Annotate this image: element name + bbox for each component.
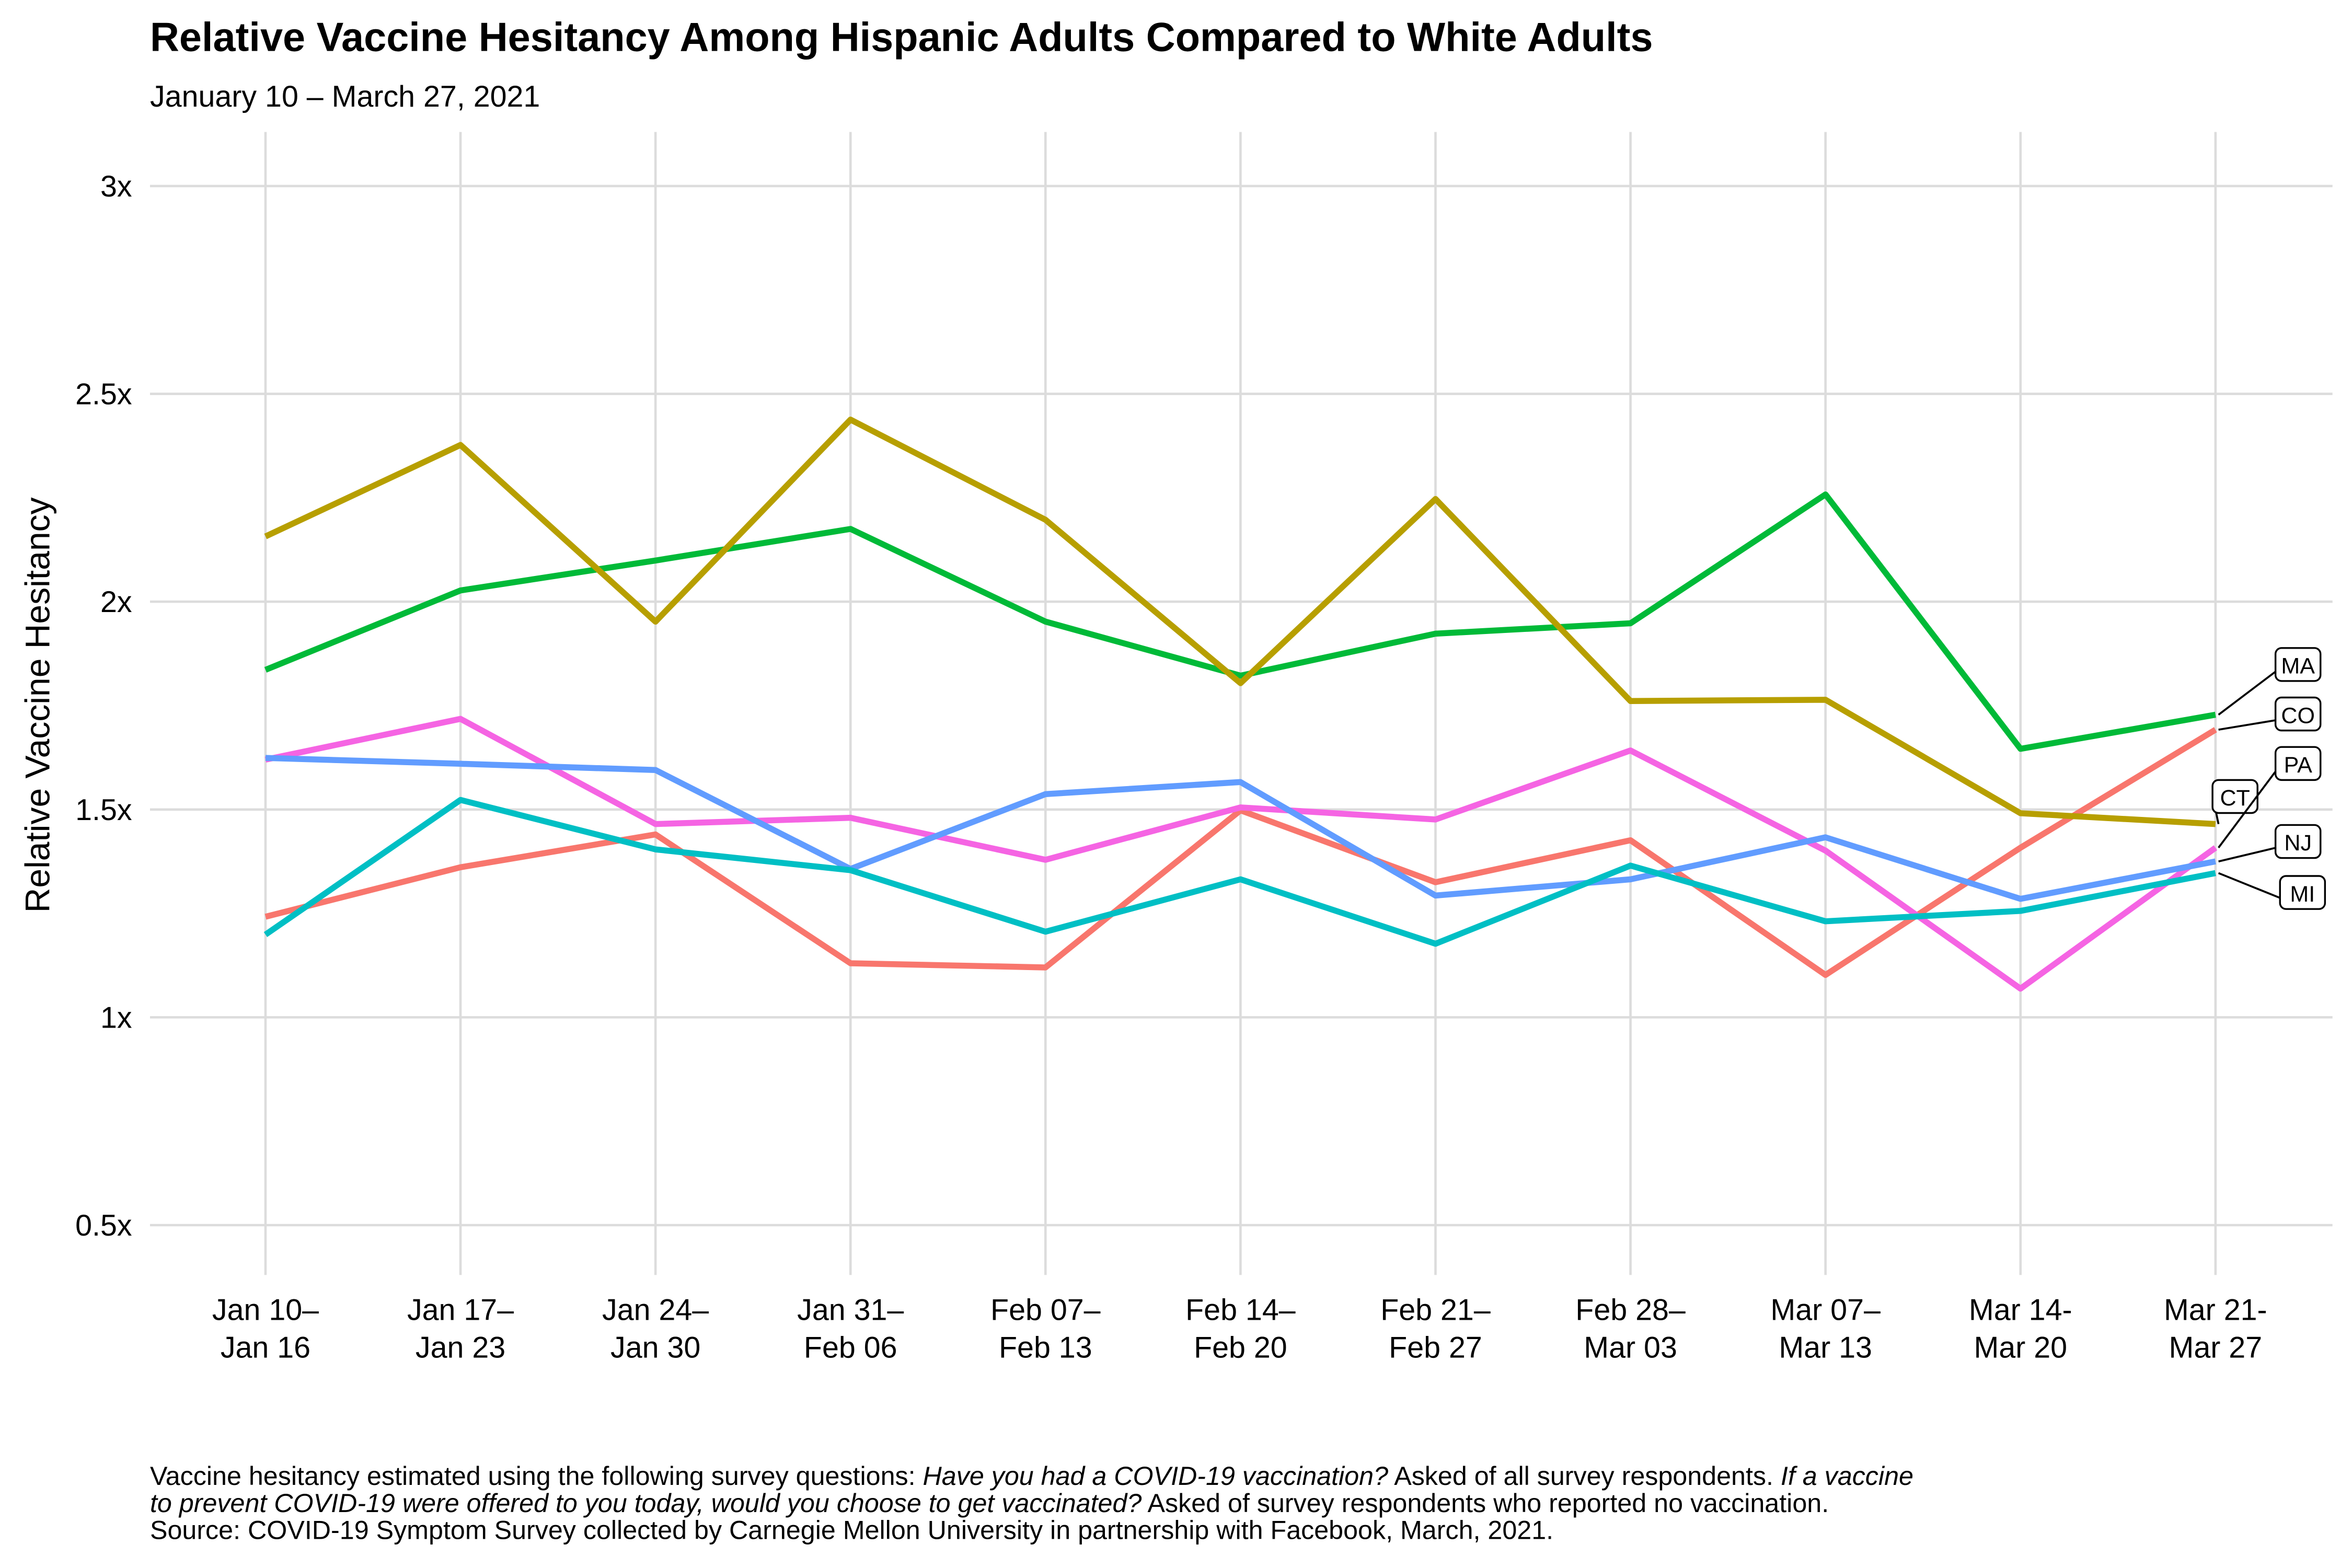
x-tick-label: Mar 14- bbox=[1969, 1294, 2072, 1327]
line-series bbox=[264, 491, 2216, 752]
series-label: MI bbox=[2218, 872, 2326, 910]
x-tick-label: Jan 17– bbox=[407, 1294, 514, 1327]
caption-line: Source: COVID-19 Symptom Survey collecte… bbox=[150, 1516, 1553, 1545]
x-tick-label: Mar 13 bbox=[1779, 1331, 1872, 1364]
x-tick-label: Jan 24– bbox=[602, 1294, 709, 1327]
y-tick-label: 1.5x bbox=[75, 793, 132, 827]
y-tick-label: 2x bbox=[100, 585, 132, 619]
line-series bbox=[263, 797, 2216, 947]
x-tick-label: Jan 23 bbox=[416, 1331, 505, 1364]
x-tick-label: Mar 27 bbox=[2169, 1331, 2263, 1364]
chart-title: Relative Vaccine Hesitancy Among Hispani… bbox=[150, 15, 1653, 60]
y-tick-label: 3x bbox=[100, 170, 132, 203]
x-tick-label: Feb 28– bbox=[1575, 1294, 1686, 1327]
x-tick-label: Mar 03 bbox=[1584, 1331, 1677, 1364]
x-tick-label: Mar 20 bbox=[1974, 1331, 2067, 1364]
label-box bbox=[2274, 746, 2322, 781]
line-series bbox=[264, 716, 2218, 992]
series-label: MA bbox=[2218, 647, 2322, 716]
caption-segment: Vaccine hesitancy estimated using the fo… bbox=[150, 1461, 923, 1491]
series-label: CO bbox=[2218, 696, 2322, 732]
x-tick-label: Feb 14– bbox=[1185, 1294, 1296, 1327]
x-tick-label: Mar 21- bbox=[2164, 1294, 2267, 1327]
x-tick-label: Feb 13 bbox=[999, 1331, 1092, 1364]
y-tick-label: 1x bbox=[100, 1001, 132, 1034]
label-leader bbox=[2218, 719, 2277, 731]
label-box bbox=[2274, 647, 2322, 682]
x-tick-label: Feb 06 bbox=[804, 1331, 897, 1364]
caption-line: Vaccine hesitancy estimated using the fo… bbox=[150, 1461, 1913, 1491]
caption-segment: Asked of survey respondents who reported… bbox=[1142, 1489, 1829, 1518]
y-tick-label: 0.5x bbox=[75, 1209, 132, 1242]
series-name: CO bbox=[2281, 703, 2315, 728]
series-label: NJ bbox=[2218, 824, 2322, 862]
x-tick-label: Feb 21– bbox=[1380, 1294, 1491, 1327]
caption-segment: to prevent COVID-19 were offered to you … bbox=[150, 1489, 1142, 1518]
chart-subtitle: January 10 – March 27, 2021 bbox=[150, 80, 540, 113]
label-leader bbox=[2218, 872, 2282, 900]
caption-line: to prevent COVID-19 were offered to you … bbox=[150, 1489, 1829, 1518]
series-name: PA bbox=[2284, 753, 2313, 778]
caption-segment: If a vaccine bbox=[1781, 1461, 1913, 1491]
x-tick-label: Jan 30 bbox=[610, 1331, 700, 1364]
label-leader bbox=[2218, 769, 2278, 849]
caption-segment: Have you had a COVID-19 vaccination? bbox=[923, 1461, 1389, 1491]
caption-segment: Source: COVID-19 Symptom Survey collecte… bbox=[150, 1516, 1553, 1545]
x-tick-label: Jan 16 bbox=[221, 1331, 310, 1364]
label-leader bbox=[2218, 846, 2277, 862]
series-name: CT bbox=[2220, 786, 2250, 811]
x-tick-label: Feb 07– bbox=[990, 1294, 1101, 1327]
x-tick-label: Jan 10– bbox=[212, 1294, 319, 1327]
line-series bbox=[265, 755, 2216, 902]
line-series bbox=[264, 417, 2216, 827]
caption-segment: Asked of all survey respondents. bbox=[1388, 1461, 1781, 1491]
label-box bbox=[2274, 696, 2322, 732]
series-label: PA bbox=[2218, 746, 2322, 849]
series-name: MI bbox=[2290, 882, 2315, 907]
x-tick-label: Feb 27 bbox=[1389, 1331, 1482, 1364]
series-name: NJ bbox=[2284, 831, 2312, 856]
series-label: CT bbox=[2211, 779, 2258, 824]
x-tick-label: Jan 31– bbox=[797, 1294, 904, 1327]
x-tick-label: Mar 07– bbox=[1770, 1294, 1881, 1327]
label-box bbox=[2274, 824, 2322, 859]
series-name: MA bbox=[2281, 654, 2315, 679]
label-leader bbox=[2218, 670, 2278, 716]
x-tick-label: Feb 20 bbox=[1194, 1331, 1287, 1364]
y-tick-label: 2.5x bbox=[75, 378, 132, 411]
label-box bbox=[2279, 875, 2326, 910]
y-axis-title: Relative Vaccine Hesitancy bbox=[18, 497, 57, 913]
